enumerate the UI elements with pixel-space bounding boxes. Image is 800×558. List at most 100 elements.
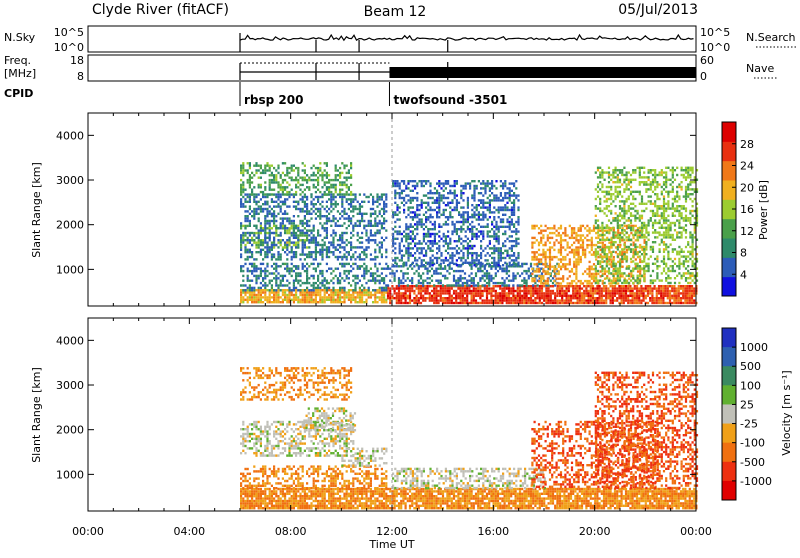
power-colorbar-tick-label: 12: [740, 225, 754, 238]
y-tick-label: 2000: [56, 219, 84, 232]
time-axis-label: Time UT: [368, 538, 414, 551]
station-title: Clyde River (fitACF): [92, 2, 229, 18]
power-colorbar-tick-label: 4: [740, 268, 747, 281]
power-colorbar-label: Power [dB]: [757, 180, 770, 240]
velocity-colorbar-label: Velocity [m s⁻¹]: [780, 370, 793, 455]
echo-region: [240, 465, 387, 489]
power-colorbar-tick-label: 16: [740, 203, 754, 216]
nsky-left-tick-bottom: 10^0: [54, 41, 84, 54]
velocity-colorbar-swatch: [722, 443, 736, 463]
echo-region: [240, 193, 387, 260]
echo-region: [240, 488, 387, 510]
y-tick-label: 1000: [56, 263, 84, 276]
x-tick-label: 08:00: [275, 525, 307, 538]
echo-region: [392, 180, 520, 266]
echo-region: [595, 167, 698, 285]
cpid-program-label: twofsound -3501: [393, 93, 507, 107]
power-colorbar-swatch: [722, 238, 736, 258]
y-tick-label: 2000: [56, 424, 84, 437]
echo-region: [392, 468, 546, 490]
freq-right-tick-top: 60: [700, 54, 714, 67]
velocity-colorbar-swatch: [722, 404, 736, 424]
nsky-trace: [240, 33, 694, 52]
velocity-colorbar-swatch: [722, 462, 736, 482]
freq-label-line1: Freq.: [4, 54, 31, 67]
echo-region: [387, 488, 559, 510]
y-tick-label: 3000: [56, 379, 84, 392]
velocity-cells: [240, 318, 698, 511]
power-colorbar-swatch: [722, 141, 736, 161]
y-tick-label: 4000: [56, 334, 84, 347]
velocity-colorbar-tick-label: 100: [740, 379, 761, 392]
velocity-colorbar-swatch: [722, 481, 736, 501]
velocity-colorbar-tick-label: 500: [740, 360, 761, 373]
beam-title: Beam 12: [364, 4, 427, 20]
velocity-colorbar-swatch: [722, 385, 736, 405]
power-colorbar-tick-label: 28: [740, 138, 754, 151]
velocity-colorbar-tick-label: 1000: [740, 341, 768, 354]
freq-series-band: [389, 67, 696, 78]
power-colorbar-swatch: [722, 277, 736, 297]
x-tick-label: 16:00: [477, 525, 509, 538]
freq-left-tick-top: 18: [70, 54, 84, 67]
freq-label-line2: [MHz]: [4, 67, 36, 80]
velocity-colorbar: 1000 500 100 25 -25 -100 -500 -1000: [722, 328, 772, 501]
x-tick-label: 12:00: [376, 525, 408, 538]
x-tick-label: 00:00: [72, 525, 104, 538]
velocity-colorbar-swatch: [722, 424, 736, 444]
echo-region: [240, 162, 352, 196]
x-tick-label: 20:00: [579, 525, 611, 538]
power-colorbar-tick-label: 8: [740, 247, 747, 260]
power-colorbar-swatch: [722, 180, 736, 200]
cpid-marks: rbsp 200 twofsound -3501: [240, 82, 507, 107]
header: Clyde River (fitACF) Beam 12 05/Jul/2013: [92, 2, 698, 20]
freq-trace: [240, 62, 696, 80]
power-colorbar-swatch: [722, 219, 736, 239]
power-colorbar-swatch: [722, 161, 736, 181]
nsky-panel: N.Sky 10^5 10^0 10^5 10^0 N.Search: [4, 26, 798, 54]
power-colorbar-tick-label: 24: [740, 160, 754, 173]
nsky-right-tick-top: 10^5: [700, 26, 730, 39]
nsky-right-tick-bottom: 10^0: [700, 41, 730, 54]
velocity-colorbar-swatch: [722, 366, 736, 386]
velocity-colorbar-tick-label: -100: [740, 437, 765, 450]
nsky-frame: [88, 26, 696, 52]
velocity-colorbar-tick-label: -25: [740, 418, 758, 431]
nsky-left-tick-top: 10^5: [54, 26, 84, 39]
echo-region: [303, 407, 356, 431]
freq-panel: Freq. [MHz] 18 8 60 0 Nave: [4, 54, 778, 83]
velocity-panel: 1000 2000 3000 4000 00:00 04:00 08:00 12:00 16:0…: [30, 318, 793, 551]
nsky-series-line: [240, 35, 694, 40]
echo-region: [341, 448, 387, 467]
freq-right-tick-bottom: 0: [700, 70, 707, 83]
nsky-label: N.Sky: [4, 31, 36, 44]
y-tick-label: 1000: [56, 468, 84, 481]
echo-region: [240, 421, 354, 457]
cpid-label: CPID: [4, 87, 33, 100]
freq-left-tick-bottom: 8: [77, 70, 84, 83]
y-tick-label: 3000: [56, 174, 84, 187]
velocity-y-label: Slant Range [km]: [30, 367, 43, 463]
echo-region: [387, 285, 559, 304]
y-tick-label: 4000: [56, 129, 84, 142]
cpid-panel: CPID rbsp 200 twofsound -3501: [4, 82, 507, 107]
echo-region: [557, 285, 698, 304]
echo-region: [240, 367, 352, 401]
velocity-colorbar-swatch: [722, 328, 736, 348]
echo-region: [240, 263, 387, 292]
x-tick-label: 00:00: [680, 525, 712, 538]
x-tick-label: 04:00: [173, 525, 205, 538]
velocity-colorbar-tick-label: -1000: [740, 475, 772, 488]
date-title: 05/Jul/2013: [618, 2, 698, 18]
velocity-colorbar-tick-label: -500: [740, 456, 765, 469]
power-cells: [240, 113, 698, 306]
velocity-colorbar-tick-label: 25: [740, 398, 754, 411]
cpid-program-label: rbsp 200: [244, 93, 303, 107]
echo-region: [557, 488, 698, 510]
velocity-colorbar-swatch: [722, 347, 736, 367]
power-colorbar-swatch: [722, 122, 736, 142]
